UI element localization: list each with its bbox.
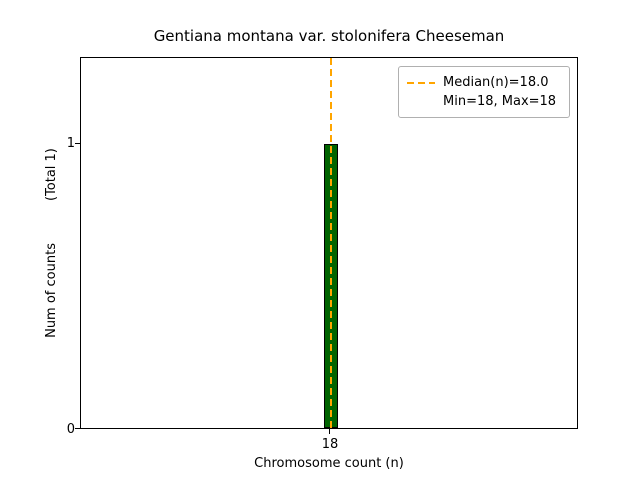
xtick-mark-18 <box>329 429 330 434</box>
legend-minmax-label: Min=18, Max=18 <box>443 94 557 109</box>
median-dashed-line <box>330 58 332 428</box>
y-axis-label-text: Num of counts <box>44 243 59 338</box>
ytick-label-0: 0 <box>66 422 75 437</box>
ytick-mark-0 <box>75 428 80 429</box>
y-axis-label: Num of counts (Total 1) <box>44 93 64 393</box>
plot-area: Median(n)=18.0 Min=18, Max=18 <box>80 57 578 429</box>
legend: Median(n)=18.0 Min=18, Max=18 <box>398 66 570 118</box>
median-line-sample-icon <box>407 81 435 84</box>
legend-row-minmax: Min=18, Max=18 <box>407 92 561 111</box>
ytick-label-1: 1 <box>66 136 75 151</box>
ytick-mark-1 <box>75 143 80 144</box>
legend-spacer <box>407 101 435 103</box>
x-axis-label: Chromosome count (n) <box>254 456 404 471</box>
legend-median-label: Median(n)=18.0 <box>443 75 549 90</box>
xtick-label-18: 18 <box>321 437 339 452</box>
legend-row-median: Median(n)=18.0 <box>407 73 561 92</box>
y-axis-total-label: (Total 1) <box>44 148 59 202</box>
chart-title: Gentiana montana var. stolonifera Cheese… <box>153 27 505 45</box>
